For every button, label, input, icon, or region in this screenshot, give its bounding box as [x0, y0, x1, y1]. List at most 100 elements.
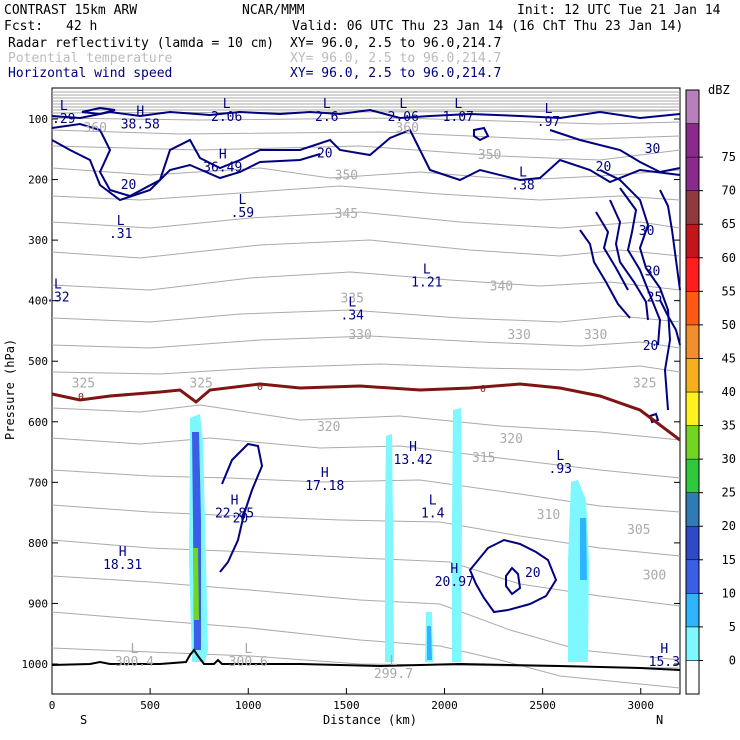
colorbar-swatch [685, 593, 700, 628]
wind-label: 20 [643, 339, 659, 354]
colorbar-label: 10 [722, 586, 736, 600]
y-tick-label: 800 [28, 537, 48, 550]
wind-labels: 20 20 20 30 30 30 25 20 20 20 [121, 142, 663, 581]
extremum-value: 22.85 [215, 507, 254, 522]
extremum-value: .59 [231, 206, 254, 221]
theta-line [51, 335, 681, 349]
wind-line [51, 122, 681, 198]
theta-label: 330 [584, 328, 607, 343]
theta-label: 325 [633, 376, 656, 391]
x-axis: 0 500 1000 1500 2000 2500 3000 [49, 688, 654, 712]
reflectivity-cell [193, 548, 199, 620]
x-tick-label: 2000 [431, 699, 458, 712]
theta-label: 330 [507, 328, 530, 343]
colorbar: dBZ 0 5 10 15 20 25 30 35 40 45 50 55 60 65 70 75 [685, 83, 736, 695]
theta-label: 345 [335, 207, 358, 222]
extremum-marker: L [429, 494, 437, 509]
extremum-marker: L [556, 449, 564, 464]
colorbar-label: 60 [722, 251, 736, 265]
extremum-value: 1.07 [443, 110, 474, 125]
x-tick-label: 1000 [235, 699, 262, 712]
theta-line [51, 611, 681, 689]
freezing-level-line [51, 382, 681, 442]
terrain-line [51, 648, 681, 671]
extremum-marker: L [131, 642, 139, 657]
extremum-value: 299.7 [374, 667, 413, 682]
wind-line [219, 442, 264, 573]
extremum-value: 17.18 [305, 479, 344, 494]
field-theta-xy: XY= 96.0, 2.5 to 96.0,214.7 [290, 51, 501, 66]
extremum-value: 2.6 [315, 110, 338, 125]
extremum-marker: L [454, 97, 462, 112]
theta-line [51, 185, 681, 201]
valid-time: Valid: 06 UTC Thu 23 Jan 14 (16 ChT Thu … [292, 19, 683, 34]
theta-contours [51, 167, 681, 689]
extremum-marker: L [223, 97, 231, 112]
theta-label: 350 [335, 169, 358, 184]
y-tick-label: 600 [28, 416, 48, 429]
extremum-marker: L [519, 166, 527, 181]
colorbar-label: 5 [729, 620, 736, 634]
extremum-marker: L [60, 99, 68, 114]
wind-line [51, 108, 681, 120]
colorbar-label: 65 [722, 217, 736, 231]
extremum-marker: L [117, 214, 125, 229]
field-reflectivity-xy: XY= 96.0, 2.5 to 96.0,214.7 [290, 36, 501, 51]
theta-label: 360 [395, 121, 418, 136]
extremum-value: 2.06 [388, 110, 419, 125]
extremum-value: .29 [52, 112, 75, 127]
extremum-value: 300.4 [115, 655, 154, 670]
wind-label: 20 [233, 511, 249, 526]
freezing-label-2: 0 [480, 384, 486, 395]
theta-label: 315 [472, 451, 495, 466]
extremum-marker: L [54, 278, 62, 293]
theta-line [51, 211, 681, 229]
extremum-marker: L [390, 654, 398, 669]
extremum-marker: H [450, 562, 458, 577]
y-tick-label: 200 [28, 174, 48, 187]
extremum-marker: L [545, 102, 553, 117]
freezing-label-1: 0 [257, 382, 263, 393]
wind-line [595, 211, 629, 291]
theta-label: 325 [189, 376, 212, 391]
extremum-marker: H [231, 494, 239, 509]
colorbar-label: 25 [722, 486, 736, 500]
freezing-label-0: 0 [78, 392, 84, 403]
extremum-value: 1.4 [421, 507, 445, 522]
extremum-marker: H [409, 440, 417, 455]
extremum-value: 20.97 [435, 575, 474, 590]
theta-line [51, 129, 681, 141]
extremum-value: 1.21 [411, 275, 442, 290]
colorbar-swatch [685, 324, 700, 359]
theta-line [51, 167, 681, 181]
extremum-value: 36.49 [203, 160, 242, 175]
colorbar-label: 0 [729, 653, 736, 667]
theta-labels: 345 340 335 330 330 330 325 325 325 320 320 315 310 3… [72, 121, 667, 584]
theta-line [51, 469, 681, 513]
theta-label: 360 [83, 121, 106, 136]
wind-line [549, 129, 681, 174]
colorbar-swatch [685, 358, 700, 393]
x-tick-label: 2500 [529, 699, 556, 712]
wind-label: 25 [647, 290, 663, 305]
extremum-value: .34 [341, 309, 365, 324]
colorbar-label: 35 [722, 419, 736, 433]
y-axis-title: Pressure (hPa) [3, 339, 17, 440]
theta-label: 320 [499, 432, 522, 447]
field-wind-name: Horizontal wind speed [8, 66, 172, 81]
colorbar-swatch [685, 223, 700, 259]
theta-line [51, 239, 681, 259]
theta-line [51, 647, 681, 669]
north-label: N [656, 713, 663, 727]
extremum-marker: L [399, 97, 407, 112]
wind-label: 20 [317, 146, 333, 161]
colorbar-label: 45 [722, 351, 736, 365]
colorbar-frame [685, 89, 700, 695]
extremum-value: 15.3 [649, 655, 680, 670]
colorbar-swatch [685, 89, 700, 124]
colorbar-swatch [685, 525, 700, 561]
colorbar-swatch [685, 156, 700, 191]
wind-line [619, 187, 662, 346]
theta-label: 335 [341, 292, 364, 307]
